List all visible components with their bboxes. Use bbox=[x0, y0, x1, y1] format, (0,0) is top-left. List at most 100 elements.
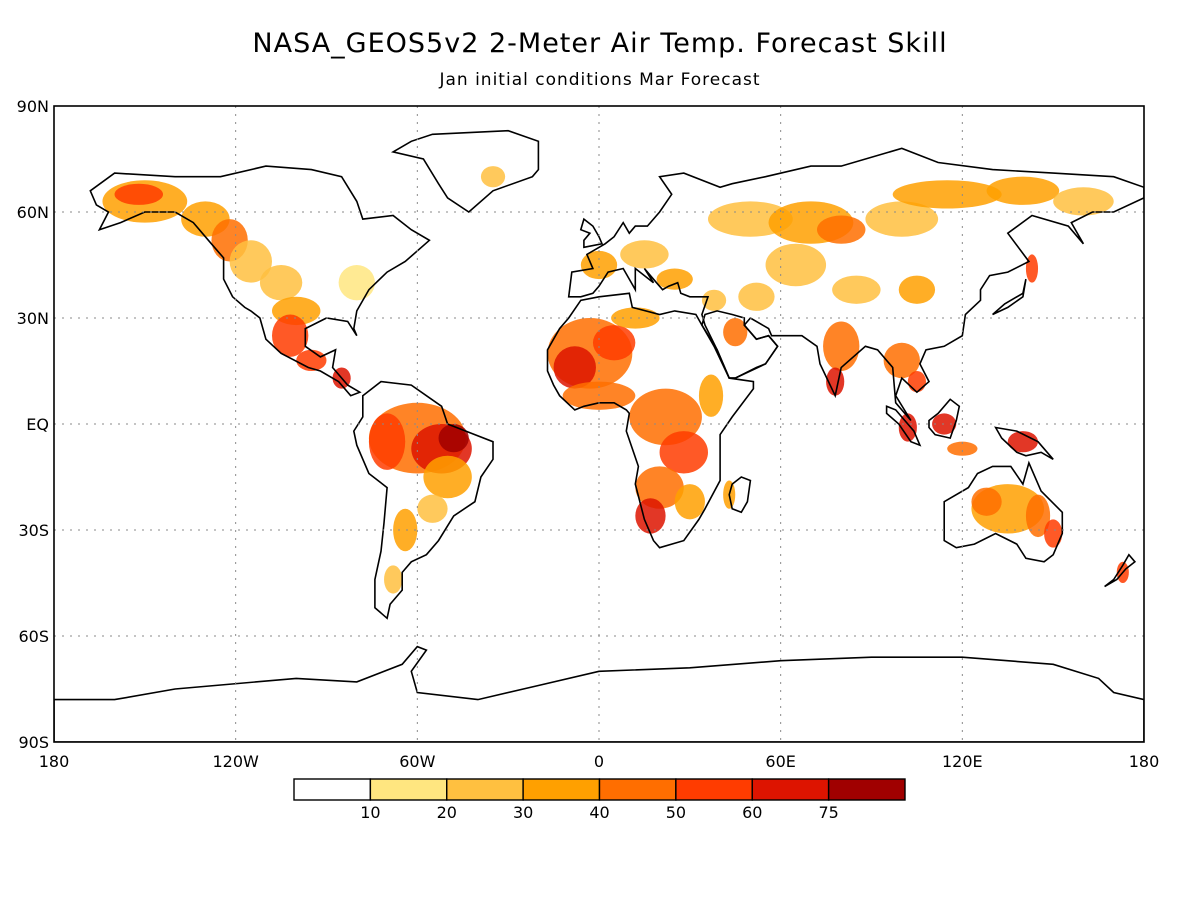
colorbar-swatch bbox=[598, 778, 677, 801]
uk-coastline bbox=[579, 217, 604, 249]
map-body bbox=[54, 106, 1144, 742]
skill-patch bbox=[823, 321, 860, 371]
new-zealand-coastline bbox=[1104, 553, 1137, 588]
skill-patch bbox=[1025, 494, 1051, 538]
greenland-coastline bbox=[390, 129, 540, 214]
longitude-label: 120E bbox=[942, 752, 983, 771]
antarctica-coastline bbox=[54, 645, 1144, 742]
skill-patch bbox=[1053, 187, 1114, 216]
skill-shading bbox=[102, 166, 1129, 594]
skill-patch bbox=[611, 307, 660, 329]
sumatra-coastline bbox=[885, 405, 922, 447]
skill-patch bbox=[865, 201, 939, 237]
longitude-label: 60W bbox=[399, 752, 435, 771]
colorbar-tick-label: 60 bbox=[742, 803, 762, 822]
map-subtitle: Jan initial conditions Mar Forecast bbox=[439, 70, 761, 90]
skill-patch bbox=[635, 466, 684, 509]
colorbar-swatch bbox=[522, 778, 601, 801]
latitude-label: 30S bbox=[18, 521, 49, 540]
japan-land bbox=[992, 279, 1026, 315]
map-frame bbox=[53, 105, 1145, 743]
skill-patch bbox=[738, 282, 775, 311]
longitude-label: 180 bbox=[39, 752, 70, 771]
skill-patch bbox=[417, 494, 448, 523]
skill-patch bbox=[384, 565, 403, 594]
colorbar-tick-label: 75 bbox=[818, 803, 838, 822]
latitude-label: 30N bbox=[17, 309, 49, 328]
south-america-coastline bbox=[352, 380, 494, 620]
longitude-label: 0 bbox=[594, 752, 604, 771]
skill-patch bbox=[423, 455, 472, 499]
latitude-label: 60S bbox=[18, 627, 49, 646]
skill-patch bbox=[272, 314, 309, 357]
colorbar-tick-label: 30 bbox=[513, 803, 533, 822]
skill-patch bbox=[947, 441, 978, 456]
borneo-coastline bbox=[928, 398, 961, 440]
longitude-label: 180 bbox=[1129, 752, 1160, 771]
colorbar-swatch bbox=[827, 778, 906, 801]
skill-patch bbox=[971, 487, 1002, 516]
skill-patch bbox=[698, 374, 724, 417]
skill-patch bbox=[114, 183, 163, 205]
latitude-label: 90S bbox=[18, 733, 49, 752]
skill-patch bbox=[832, 275, 881, 304]
skill-patch bbox=[656, 268, 693, 290]
longitude-label: 60E bbox=[765, 752, 795, 771]
madagascar-land bbox=[729, 477, 751, 513]
skill-patch bbox=[259, 265, 303, 301]
coastlines bbox=[54, 129, 1144, 742]
antarctica-land bbox=[54, 646, 1144, 742]
africa-coastline bbox=[546, 292, 755, 549]
skill-patch bbox=[817, 215, 866, 244]
skill-patch bbox=[674, 484, 705, 520]
skill-patch bbox=[368, 413, 406, 470]
greenland-land bbox=[393, 130, 539, 212]
colorbar-tick-label: 40 bbox=[589, 803, 609, 822]
latitude-labels: 90N 60N 30N EQ 30S 60S 90S bbox=[17, 97, 49, 752]
skill-patch bbox=[701, 289, 727, 311]
skill-patch bbox=[1007, 431, 1039, 453]
grid-lines bbox=[54, 106, 1144, 742]
japan-coastline bbox=[992, 278, 1027, 316]
colorbar-swatch bbox=[675, 778, 753, 801]
latitude-label: 90N bbox=[17, 97, 49, 116]
colorbar-labels: 10 20 30 40 50 60 75 bbox=[360, 803, 839, 822]
colorbar-swatch bbox=[446, 778, 524, 801]
arabia-coastline bbox=[701, 310, 779, 379]
colorbar-swatch bbox=[369, 778, 448, 801]
uk-land bbox=[580, 219, 602, 248]
skill-patch bbox=[635, 498, 666, 534]
eurasia-coastline bbox=[567, 147, 1144, 422]
skill-patch bbox=[393, 508, 418, 552]
longitude-labels: 180 120W 60W 0 60E 120E 180 bbox=[39, 752, 1160, 771]
skill-patch bbox=[932, 413, 957, 435]
latitude-label: 60N bbox=[17, 203, 49, 222]
colorbar-tick-label: 10 bbox=[360, 803, 380, 822]
skill-patch bbox=[659, 431, 708, 474]
north-america-land bbox=[90, 166, 430, 396]
latitude-label: EQ bbox=[26, 415, 49, 434]
north-america-coastline bbox=[89, 165, 431, 397]
colorbar-tick-label: 20 bbox=[437, 803, 457, 822]
skill-patch bbox=[338, 265, 375, 301]
skill-patch bbox=[723, 318, 748, 347]
australia-coastline bbox=[943, 460, 1064, 563]
skill-patch bbox=[592, 325, 636, 361]
colorbar-tick-label: 50 bbox=[666, 803, 686, 822]
skill-patch bbox=[898, 413, 917, 442]
colorbar-swatch bbox=[293, 778, 372, 801]
skill-patch bbox=[907, 371, 927, 393]
colorbar bbox=[293, 778, 906, 801]
skill-patch bbox=[892, 180, 1002, 209]
skill-patch bbox=[229, 240, 272, 283]
new-guinea-coastline bbox=[994, 426, 1054, 460]
skill-patch bbox=[1044, 519, 1063, 548]
skill-patch bbox=[898, 275, 936, 304]
skill-patch bbox=[986, 176, 1060, 205]
skill-patch bbox=[620, 240, 669, 269]
skill-patch bbox=[438, 424, 469, 453]
skill-patch bbox=[480, 166, 506, 188]
longitude-label: 120W bbox=[212, 752, 259, 771]
madagascar-coastline bbox=[728, 476, 752, 514]
